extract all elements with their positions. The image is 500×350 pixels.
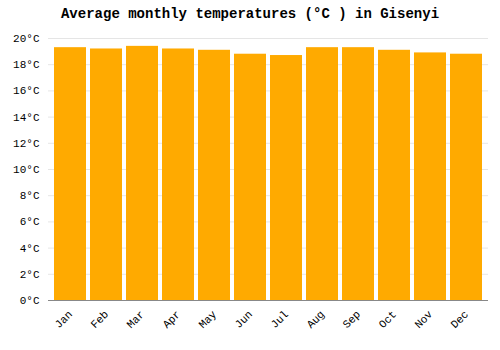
svg-text:0°C: 0°C (20, 295, 40, 307)
svg-text:Jun: Jun (233, 308, 255, 330)
svg-text:2°C: 2°C (20, 269, 40, 281)
svg-text:20°C: 20°C (13, 33, 40, 45)
svg-text:Nov: Nov (413, 308, 436, 331)
svg-text:12°C: 12°C (13, 138, 40, 150)
svg-text:14°C: 14°C (13, 112, 40, 124)
html-text:Average monthly temperatures (: Average monthly temperatures (°C ) in Gi… (61, 6, 439, 22)
svg-text:10°C: 10°C (13, 164, 40, 176)
svg-text:May: May (197, 308, 220, 331)
svg-text:Jul: Jul (269, 308, 291, 330)
svg-text:Feb: Feb (89, 308, 111, 330)
svg-text:8°C: 8°C (20, 190, 40, 202)
svg-text:Sep: Sep (341, 308, 363, 330)
svg-text:4°C: 4°C (20, 243, 40, 255)
svg-text:18°C: 18°C (13, 59, 40, 71)
svg-text:Mar: Mar (125, 308, 147, 330)
svg-text:Aug: Aug (305, 308, 327, 330)
svg-text:16°C: 16°C (13, 85, 40, 97)
svg-text:Dec: Dec (449, 308, 471, 330)
svg-text:6°C: 6°C (20, 216, 40, 228)
svg-text:Oct: Oct (377, 308, 399, 330)
svg-text:Jan: Jan (53, 308, 75, 330)
svg-text:Apr: Apr (161, 308, 183, 330)
